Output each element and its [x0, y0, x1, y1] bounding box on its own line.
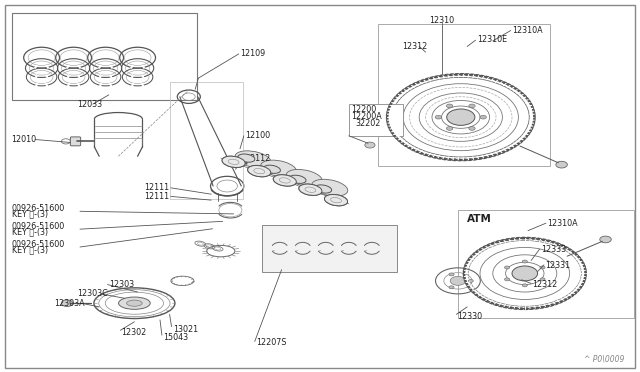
Text: 12331: 12331 [545, 262, 570, 270]
Circle shape [447, 109, 475, 125]
Circle shape [540, 278, 545, 281]
Circle shape [504, 278, 509, 281]
Text: 12109: 12109 [240, 49, 265, 58]
Circle shape [451, 276, 466, 285]
Text: 12312: 12312 [402, 42, 427, 51]
Text: 12312: 12312 [532, 280, 557, 289]
Ellipse shape [248, 166, 271, 177]
Circle shape [447, 104, 453, 108]
Text: ATM: ATM [467, 215, 492, 224]
Text: 12100: 12100 [245, 131, 270, 140]
Text: 00926-51600: 00926-51600 [12, 240, 65, 248]
Text: 12033: 12033 [77, 100, 102, 109]
Text: 32202: 32202 [355, 119, 381, 128]
FancyBboxPatch shape [5, 5, 635, 368]
Ellipse shape [273, 175, 296, 186]
Bar [12, 13, 197, 100]
Circle shape [468, 104, 475, 108]
Ellipse shape [299, 184, 322, 195]
Text: ^ P0\0009: ^ P0\0009 [584, 355, 624, 364]
Circle shape [449, 286, 454, 289]
Text: 12302: 12302 [122, 328, 147, 337]
Text: 12310: 12310 [429, 16, 454, 25]
Circle shape [468, 279, 474, 282]
Ellipse shape [312, 179, 348, 196]
Ellipse shape [273, 175, 296, 186]
Text: 12310A: 12310A [512, 26, 543, 35]
Text: 12330: 12330 [458, 312, 483, 321]
Circle shape [522, 284, 527, 287]
Circle shape [446, 126, 452, 130]
Text: 13021: 13021 [173, 325, 198, 334]
Circle shape [512, 266, 538, 281]
Text: 12010: 12010 [12, 135, 36, 144]
Text: 00926-51600: 00926-51600 [12, 204, 65, 213]
Text: 12303A: 12303A [54, 299, 85, 308]
Text: 12200: 12200 [351, 105, 376, 114]
Circle shape [449, 273, 454, 276]
Circle shape [522, 260, 527, 263]
Ellipse shape [222, 156, 245, 167]
Text: 12200A: 12200A [351, 112, 381, 121]
Text: 12310A: 12310A [547, 219, 578, 228]
FancyBboxPatch shape [349, 104, 403, 136]
Text: 12310E: 12310E [477, 35, 507, 44]
Ellipse shape [299, 184, 322, 195]
Text: 12207S: 12207S [256, 339, 287, 347]
Text: 12333: 12333 [541, 245, 566, 254]
Ellipse shape [235, 151, 271, 168]
Circle shape [540, 266, 545, 269]
Ellipse shape [248, 166, 271, 177]
Ellipse shape [127, 300, 142, 306]
Text: KEY キ-(3): KEY キ-(3) [12, 209, 47, 218]
Circle shape [468, 126, 475, 130]
Text: KEY キ-(3): KEY キ-(3) [12, 227, 47, 236]
FancyBboxPatch shape [262, 225, 397, 272]
Ellipse shape [222, 156, 245, 167]
Bar [458, 210, 634, 318]
Circle shape [435, 115, 442, 119]
Ellipse shape [324, 195, 348, 206]
Ellipse shape [286, 169, 322, 186]
Circle shape [480, 115, 486, 119]
Ellipse shape [315, 185, 332, 193]
Circle shape [600, 236, 611, 243]
Circle shape [556, 161, 567, 168]
Ellipse shape [289, 175, 306, 183]
Circle shape [61, 300, 73, 307]
Text: 00926-51600: 00926-51600 [12, 222, 65, 231]
Ellipse shape [324, 195, 348, 206]
Ellipse shape [118, 297, 150, 310]
Text: 12111: 12111 [145, 192, 170, 201]
FancyBboxPatch shape [70, 137, 81, 146]
Circle shape [504, 266, 509, 269]
Ellipse shape [238, 154, 255, 162]
Text: 12303C: 12303C [77, 289, 108, 298]
Text: KEY キ-(3): KEY キ-(3) [12, 245, 47, 254]
Text: 12111: 12111 [145, 183, 170, 192]
Ellipse shape [260, 160, 296, 177]
Circle shape [365, 142, 375, 148]
Ellipse shape [264, 165, 280, 173]
Text: 15043: 15043 [163, 333, 188, 342]
Bar [378, 24, 550, 166]
Text: 12112: 12112 [245, 154, 270, 163]
Text: 12303: 12303 [109, 280, 134, 289]
